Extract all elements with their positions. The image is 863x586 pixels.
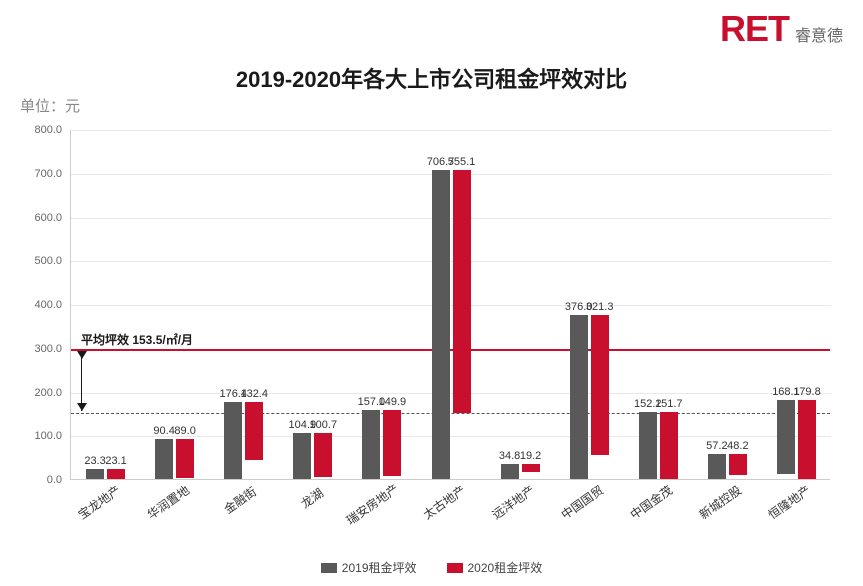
gridline: [71, 130, 831, 131]
y-tick-label: 600.0: [34, 212, 62, 224]
bar-value-label: 321.3: [586, 301, 614, 313]
x-axis-label: 龙湖: [297, 484, 326, 512]
bar: 321.3: [591, 315, 609, 456]
x-axis-label: 太古地产: [420, 481, 469, 522]
y-tick-label: 800.0: [34, 124, 62, 136]
bar-group: 176.4132.4: [224, 402, 263, 479]
chart-area: 0.0100.0200.0300.0400.0500.0600.0700.080…: [70, 130, 830, 500]
logo-main: RET: [720, 8, 789, 50]
bar-value-label: 151.7: [655, 398, 683, 410]
bar-value-label: 179.8: [793, 386, 821, 398]
bar: 555.1: [453, 170, 471, 413]
y-tick-label: 100.0: [34, 430, 62, 442]
bar: 176.4: [224, 402, 242, 479]
bar: 89.0: [176, 439, 194, 478]
y-tick-label: 700.0: [34, 168, 62, 180]
bar: 100.7: [314, 433, 332, 477]
bar-value-label: 132.4: [240, 388, 268, 400]
bar: 34.8: [501, 464, 519, 479]
legend-swatch: [447, 563, 463, 573]
bar-group: 23.323.1: [86, 469, 125, 479]
x-axis-label: 瑞安房地产: [343, 480, 402, 528]
bar-value-label: 48.2: [727, 440, 748, 452]
x-axis-label: 华润置地: [143, 481, 192, 522]
legend-label: 2020租金坪效: [468, 559, 543, 576]
arrow-icon: [77, 351, 87, 359]
bar: 151.7: [660, 412, 678, 478]
bar-value-label: 90.4: [153, 425, 174, 437]
y-tick-label: 500.0: [34, 255, 62, 267]
bar-group: 34.819.2: [501, 464, 540, 479]
bar-group: 706.7555.1: [432, 170, 471, 479]
x-axis-label: 宝龙地产: [74, 481, 123, 522]
bar: 48.2: [729, 454, 747, 475]
bar-group: 168.1179.8: [777, 400, 816, 479]
y-tick-label: 0.0: [47, 474, 62, 486]
bar: 157.0: [362, 410, 380, 479]
bar-group: 157.0149.9: [362, 410, 401, 479]
y-tick-label: 200.0: [34, 387, 62, 399]
bar: 104.9: [293, 433, 311, 479]
brand-logo: RET 睿意德: [720, 8, 843, 50]
bar: 57.2: [708, 454, 726, 479]
bar-value-label: 100.7: [310, 419, 338, 431]
x-axis-label: 新城控股: [696, 481, 745, 522]
bar: 23.3: [86, 469, 104, 479]
bar-value-label: 19.2: [520, 450, 541, 462]
bar: 376.0: [570, 315, 588, 480]
bar: 132.4: [245, 402, 263, 460]
chart-title: 2019-2020年各大上市公司租金坪效对比: [0, 62, 863, 94]
x-axis-label: 中国金茂: [627, 481, 676, 522]
plot-region: 0.0100.0200.0300.0400.0500.0600.0700.080…: [70, 130, 830, 480]
x-axis-label: 中国国贸: [558, 481, 607, 522]
legend: 2019租金坪效 2020租金坪效: [0, 559, 863, 576]
bar: 179.8: [798, 400, 816, 479]
legend-item: 2019租金坪效: [321, 559, 417, 576]
unit-label: 单位：元: [20, 95, 80, 116]
bar-group: 152.2151.7: [639, 412, 678, 479]
logo-sub: 睿意德: [795, 22, 843, 46]
legend-label: 2019租金坪效: [342, 559, 417, 576]
bar: 168.1: [777, 400, 795, 474]
x-axis-label: 恒隆地产: [765, 481, 814, 522]
bar: 90.4: [155, 439, 173, 479]
bar: 19.2: [522, 464, 540, 472]
bar-group: 57.248.2: [708, 454, 747, 479]
bar-group: 104.9100.7: [293, 433, 332, 479]
legend-swatch: [321, 563, 337, 573]
bar-value-label: 149.9: [379, 396, 407, 408]
y-tick-label: 400.0: [34, 299, 62, 311]
bar-value-label: 89.0: [174, 425, 195, 437]
avg-line-label: 平均坪效 153.5/㎡/月: [81, 331, 193, 348]
legend-item: 2020租金坪效: [447, 559, 543, 576]
arrow-icon: [77, 403, 87, 411]
bar-value-label: 34.8: [499, 450, 520, 462]
x-axis-label: 金融街: [220, 483, 259, 518]
y-tick-label: 300.0: [34, 343, 62, 355]
bar: 23.1: [107, 469, 125, 479]
bar-value-label: 23.1: [105, 455, 126, 467]
avg-range-line: [81, 351, 82, 411]
bar-value-label: 57.2: [706, 440, 727, 452]
x-axis-label: 远洋地产: [489, 481, 538, 522]
bar-group: 90.489.0: [155, 439, 194, 479]
bar-group: 376.0321.3: [570, 315, 609, 480]
bar: 149.9: [383, 410, 401, 476]
bar-value-label: 555.1: [448, 156, 476, 168]
bar: 152.2: [639, 412, 657, 479]
bar: 706.7: [432, 170, 450, 479]
bar-value-label: 23.3: [84, 455, 105, 467]
